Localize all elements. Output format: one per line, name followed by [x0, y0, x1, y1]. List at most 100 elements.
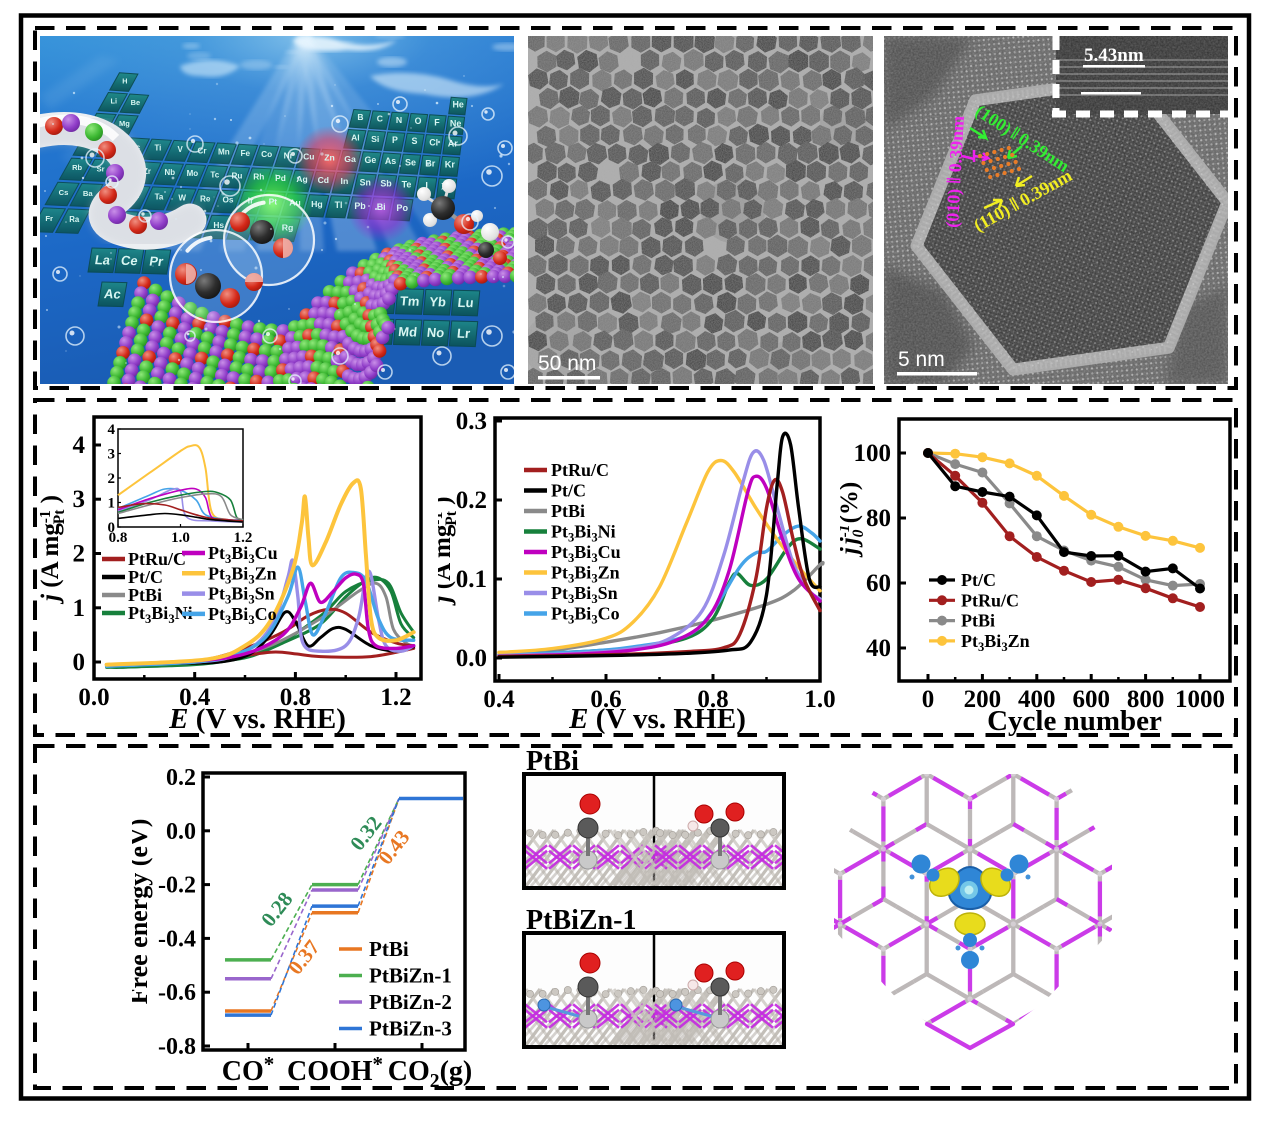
svg-text:50 nm: 50 nm	[538, 352, 596, 375]
svg-text:Ta: Ta	[155, 192, 164, 201]
svg-text:He: He	[453, 100, 464, 110]
svg-text:Ne: Ne	[450, 119, 462, 129]
svg-text:Fe: Fe	[241, 149, 251, 158]
svg-text:4: 4	[73, 432, 86, 459]
svg-text:Pt/C: Pt/C	[551, 481, 586, 501]
svg-text:-0.6: -0.6	[158, 980, 196, 1006]
svg-text:Lu: Lu	[457, 295, 474, 310]
svg-text:200: 200	[964, 686, 1002, 713]
svg-text:Tm: Tm	[399, 293, 420, 308]
svg-text:PtBiZn-1: PtBiZn-1	[526, 905, 636, 936]
svg-text:60: 60	[866, 570, 891, 597]
svg-text:0: 0	[108, 520, 116, 536]
svg-text:Si: Si	[371, 134, 379, 144]
svg-text:E (V vs. RHE): E (V vs. RHE)	[168, 703, 346, 735]
svg-text:H: H	[122, 76, 127, 85]
svg-text:Ir: Ir	[248, 196, 254, 206]
svg-text:Pt3​Bi3​Ni: Pt3​Bi3​Ni	[551, 522, 616, 545]
svg-text:j​j-10 (%): j​j-10 (%)	[840, 482, 867, 558]
svg-text:S: S	[411, 136, 417, 146]
svg-text:Pt3​Bi3​Zn: Pt3​Bi3​Zn	[961, 631, 1030, 654]
svg-text:Yb: Yb	[429, 294, 447, 309]
svg-text:0.2: 0.2	[166, 765, 196, 791]
svg-text:Ti: Ti	[155, 144, 162, 153]
svg-text:Pt3​Bi3​Co: Pt3​Bi3​Co	[551, 604, 620, 627]
svg-text:Zr: Zr	[143, 167, 151, 176]
svg-text:CO*: CO*	[222, 1052, 275, 1087]
svg-text:1.0: 1.0	[804, 686, 835, 713]
svg-text:0.8: 0.8	[109, 530, 128, 546]
svg-text:O: O	[415, 116, 422, 126]
svg-text:Pt/C: Pt/C	[961, 570, 996, 590]
svg-text:Kr: Kr	[445, 160, 456, 170]
svg-text:800: 800	[1127, 686, 1165, 713]
svg-text:4: 4	[108, 422, 116, 438]
svg-text:Mo: Mo	[187, 169, 199, 178]
svg-text:PtRu/C: PtRu/C	[961, 590, 1019, 610]
svg-text:Rb: Rb	[72, 163, 82, 172]
svg-text:Ga: Ga	[344, 154, 356, 164]
svg-text:Bi: Bi	[377, 202, 386, 212]
svg-text:Cu: Cu	[303, 152, 314, 162]
svg-text:0: 0	[922, 686, 935, 713]
svg-text:PtBi: PtBi	[961, 611, 995, 631]
svg-text:B: B	[357, 112, 363, 122]
svg-text:Be: Be	[131, 98, 140, 107]
svg-text:5.43nm: 5.43nm	[1084, 45, 1144, 66]
svg-text:0.8: 0.8	[280, 684, 311, 711]
svg-text:N: N	[396, 115, 402, 125]
svg-text:Nb: Nb	[165, 168, 176, 177]
svg-text:-0.8: -0.8	[158, 1034, 196, 1060]
svg-text:PtBiZn-2: PtBiZn-2	[369, 990, 452, 1014]
svg-text:Cr: Cr	[198, 146, 207, 155]
svg-text:400: 400	[1018, 686, 1056, 713]
svg-text:La: La	[94, 252, 112, 267]
svg-text:0.8: 0.8	[697, 686, 728, 713]
svg-text:Pt3​Bi3​Co: Pt3​Bi3​Co	[208, 604, 277, 627]
svg-text:j (A mg-1Pt ): j (A mg-1Pt )	[40, 495, 68, 605]
svg-text:Pb: Pb	[354, 201, 366, 211]
svg-text:40: 40	[866, 635, 891, 662]
svg-text:0: 0	[73, 649, 86, 676]
svg-text:PtBi: PtBi	[551, 501, 585, 521]
svg-text:Pt3​Bi3​Sn: Pt3​Bi3​Sn	[551, 583, 618, 606]
svg-text:Cs: Cs	[59, 188, 69, 197]
svg-text:1.2: 1.2	[380, 684, 411, 711]
svg-text:Rh: Rh	[253, 172, 264, 182]
svg-text:3: 3	[73, 486, 86, 513]
svg-text:2: 2	[108, 471, 116, 487]
svg-text:Zn: Zn	[324, 153, 335, 163]
svg-text:0.1: 0.1	[456, 566, 487, 593]
svg-text:0.4: 0.4	[483, 686, 515, 713]
svg-text:Al: Al	[351, 133, 360, 143]
svg-text:Ce: Ce	[120, 253, 139, 268]
svg-text:Ba: Ba	[83, 189, 94, 198]
svg-text:Mn: Mn	[218, 148, 230, 157]
svg-text:Os: Os	[222, 195, 233, 205]
svg-text:Lr: Lr	[456, 326, 470, 341]
svg-text:V: V	[177, 145, 183, 154]
svg-text:Se: Se	[405, 157, 416, 167]
svg-text:-0.2: -0.2	[158, 873, 196, 899]
svg-text:Tc: Tc	[210, 170, 219, 179]
svg-text:Sb: Sb	[380, 178, 392, 188]
svg-text:600: 600	[1072, 686, 1110, 713]
svg-text:Pt/C: Pt/C	[128, 567, 163, 587]
svg-text:As: As	[385, 156, 396, 166]
svg-text:3: 3	[108, 447, 116, 463]
svg-text:-0.4: -0.4	[158, 926, 196, 952]
svg-text:0.3: 0.3	[456, 408, 487, 435]
svg-text:Br: Br	[425, 159, 436, 169]
svg-text:Ag: Ag	[296, 174, 307, 184]
svg-text:Re: Re	[200, 195, 211, 204]
svg-text:Li: Li	[111, 97, 118, 106]
svg-text:Te: Te	[402, 180, 412, 190]
svg-text:PtBi: PtBi	[128, 585, 162, 605]
svg-text:Rg: Rg	[282, 223, 294, 233]
svg-text:Sr: Sr	[97, 164, 105, 173]
svg-text:0.0: 0.0	[166, 819, 196, 845]
svg-text:CO2(g): CO2(g)	[388, 1056, 472, 1092]
svg-text:Cycle number: Cycle number	[987, 705, 1162, 737]
svg-text:Po: Po	[396, 203, 408, 213]
svg-text:1.0: 1.0	[171, 530, 190, 546]
